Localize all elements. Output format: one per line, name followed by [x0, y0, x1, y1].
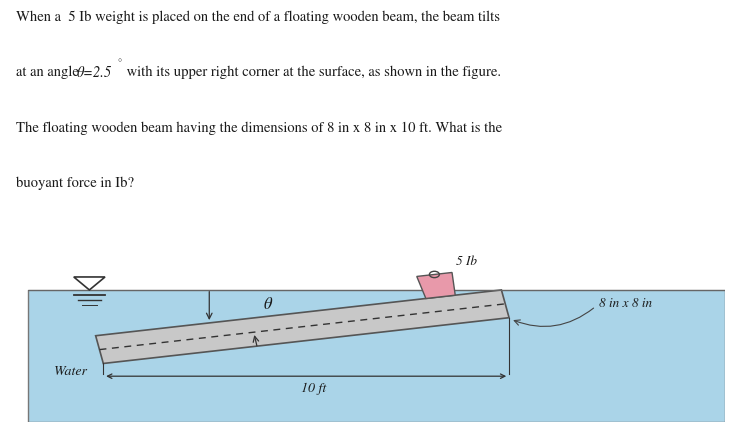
Text: θ: θ: [263, 296, 272, 313]
Bar: [27, 290, 725, 422]
Text: with its upper right corner at the surface, as shown in the figure.: with its upper right corner at the surfa…: [123, 66, 501, 79]
Polygon shape: [95, 290, 509, 363]
Text: The floating wooden beam having the dimensions of 8 in x 8 in x 10 ft. What is t: The floating wooden beam having the dime…: [16, 121, 502, 135]
Polygon shape: [417, 273, 455, 299]
Text: buoyant force in Ib?: buoyant force in Ib?: [16, 177, 134, 190]
Text: 5 Ib: 5 Ib: [456, 256, 477, 268]
Text: 8 in x 8 in: 8 in x 8 in: [599, 298, 653, 311]
Text: °: °: [117, 58, 121, 68]
Text: When a  5 Ib weight is placed on the end of a floating wooden beam, the beam til: When a 5 Ib weight is placed on the end …: [16, 11, 500, 24]
Text: at an angle: at an angle: [16, 66, 83, 79]
Text: θ=2.5: θ=2.5: [77, 66, 112, 80]
Text: 10 ft: 10 ft: [300, 383, 326, 395]
Text: Water: Water: [53, 366, 87, 378]
Polygon shape: [74, 277, 105, 290]
